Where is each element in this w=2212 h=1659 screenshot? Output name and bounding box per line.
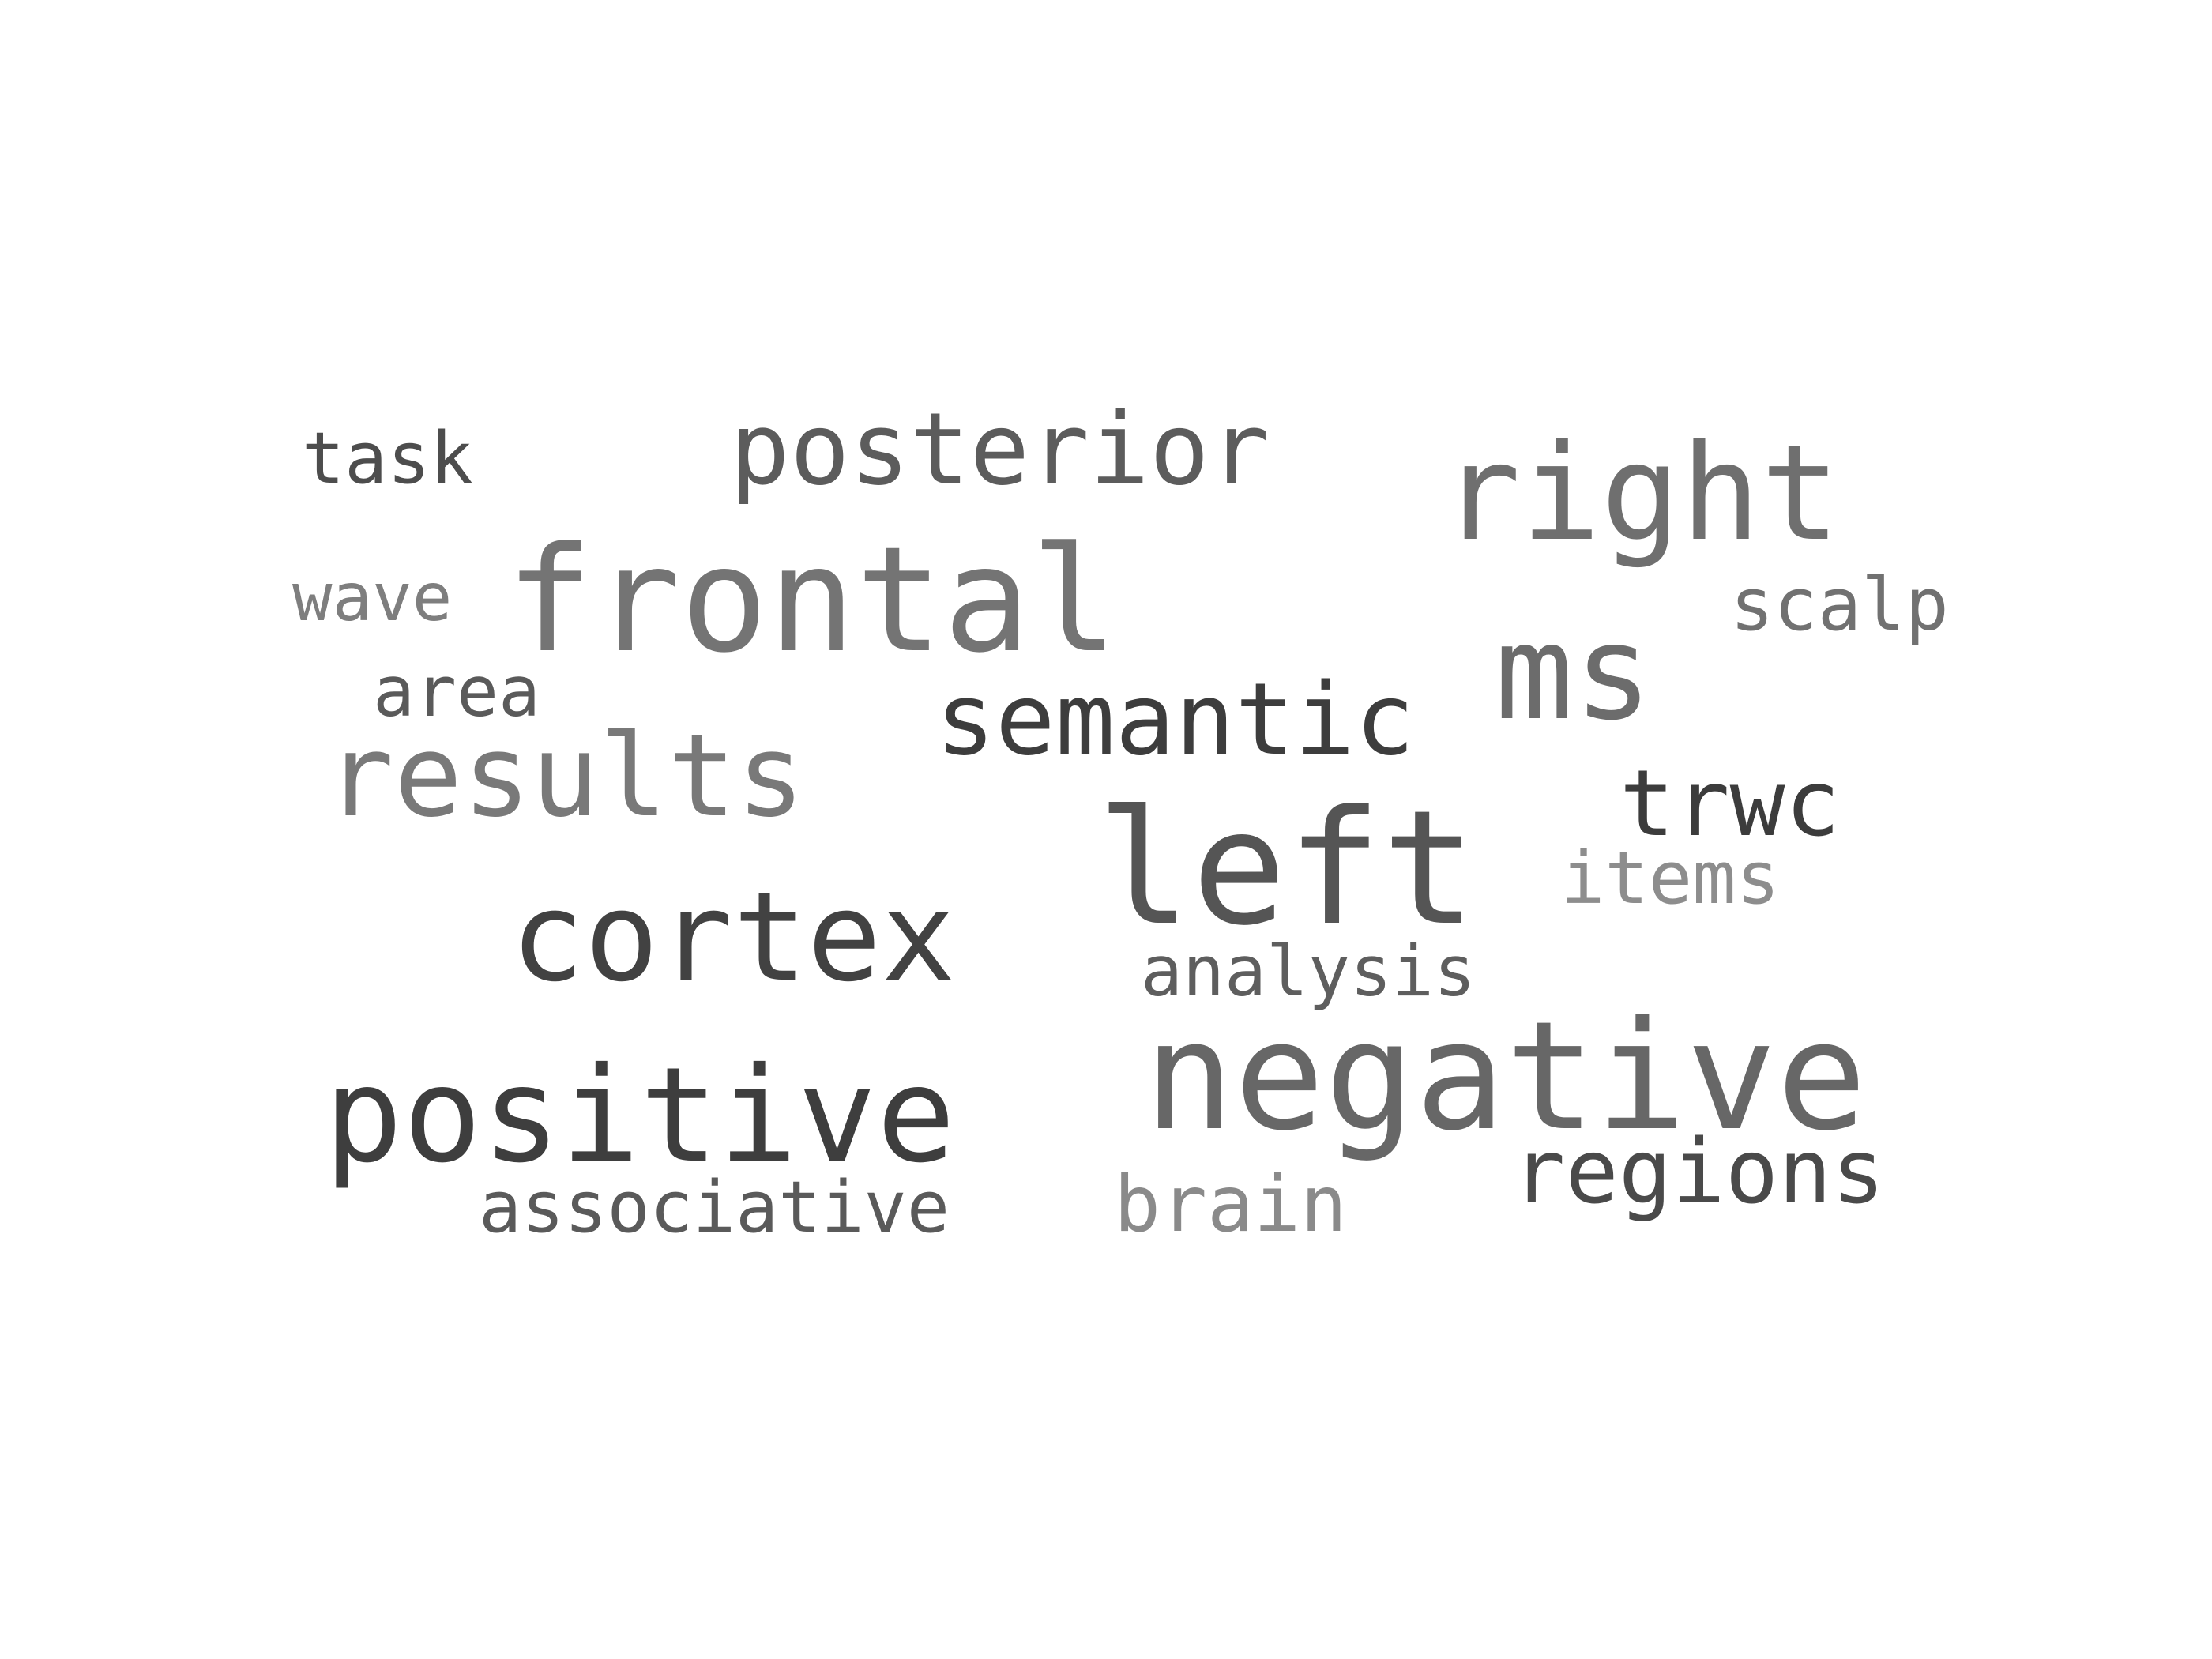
word-ms: ms bbox=[1495, 597, 1653, 750]
word-positive: positive bbox=[324, 1040, 956, 1192]
word-right: right bbox=[1441, 416, 1841, 570]
word-frontal: frontal bbox=[506, 516, 1119, 685]
word-scalp: scalp bbox=[1730, 562, 1949, 647]
word-semantic: semantic bbox=[935, 661, 1415, 777]
word-items: items bbox=[1561, 836, 1780, 920]
word-associative: associative bbox=[479, 1166, 950, 1249]
word-wave: wave bbox=[292, 559, 453, 636]
word-cortex: cortex bbox=[510, 865, 956, 1009]
word-posterior: posterior bbox=[730, 391, 1270, 507]
word-left: left bbox=[1097, 777, 1477, 961]
word-trwc: trwc bbox=[1620, 750, 1841, 857]
word-brain: brain bbox=[1114, 1160, 1348, 1250]
word-results: results bbox=[325, 709, 805, 842]
word-regions: regions bbox=[1512, 1121, 1886, 1224]
word-analysis: analysis bbox=[1141, 931, 1476, 1012]
word-task: task bbox=[302, 417, 473, 500]
word-negative: negative bbox=[1144, 989, 1868, 1164]
word-area: area bbox=[373, 651, 540, 732]
